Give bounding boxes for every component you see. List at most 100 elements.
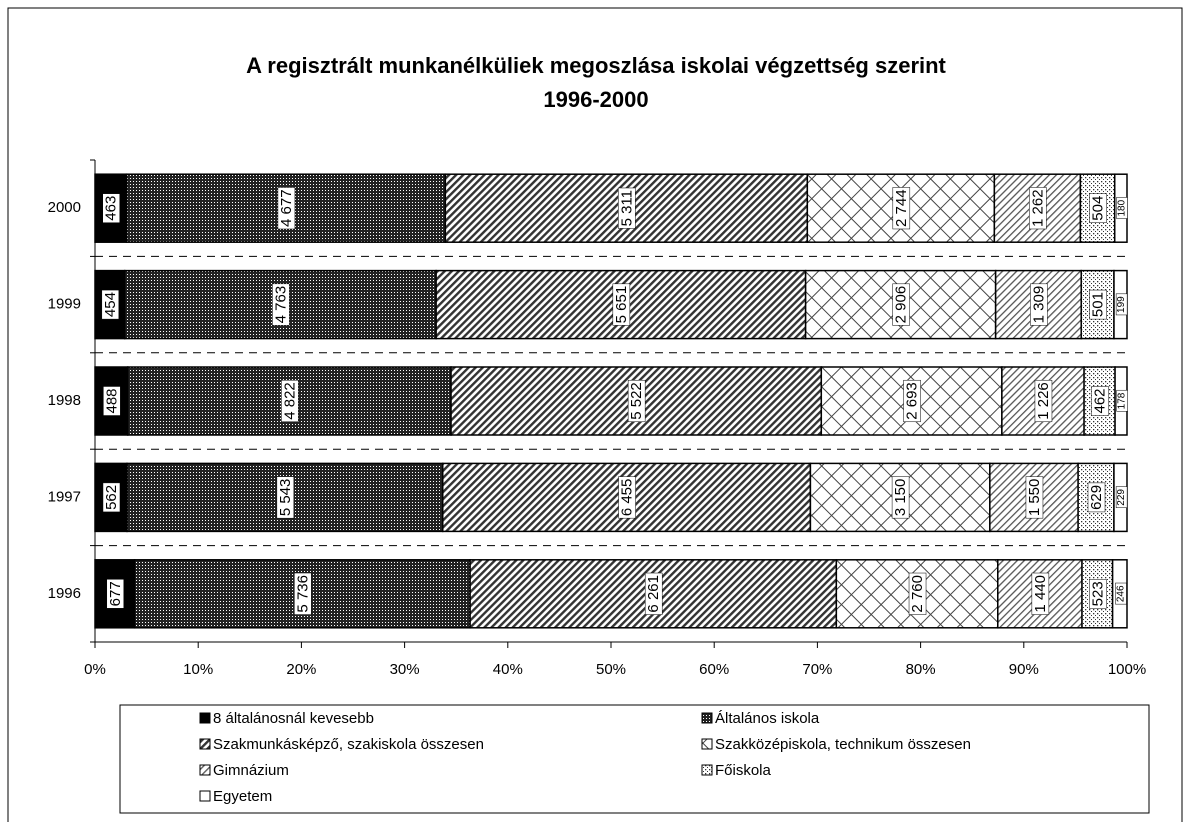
legend-label: Gimnázium xyxy=(213,762,289,779)
legend-box xyxy=(119,704,1150,814)
x-tick-label: 0% xyxy=(84,661,106,678)
data-label-text: 1 440 xyxy=(1032,575,1049,613)
data-label-bg xyxy=(277,187,296,230)
data-label-bg xyxy=(281,379,299,423)
data-label-text: 1 309 xyxy=(1030,286,1047,324)
data-label: 562 xyxy=(102,482,121,513)
data-label: 488 xyxy=(103,386,121,416)
data-label-bg xyxy=(1031,572,1050,615)
data-label: 677 xyxy=(106,579,125,609)
x-tick-label: 60% xyxy=(699,661,729,678)
legend-swatch xyxy=(199,764,211,776)
data-label: 246 xyxy=(1115,582,1127,605)
data-label-text: 5 736 xyxy=(294,575,311,613)
data-label: 5 543 xyxy=(276,476,295,519)
data-label-text: 246 xyxy=(1115,585,1126,602)
legend-label: Főiskola xyxy=(715,762,772,779)
data-label-text: 4 677 xyxy=(278,189,295,227)
data-label-bg xyxy=(627,379,646,423)
data-label-text: 462 xyxy=(1092,388,1109,413)
data-label-text: 6 455 xyxy=(619,479,636,517)
data-label-text: 562 xyxy=(103,485,120,510)
legend-label: Egyetem xyxy=(213,788,272,805)
data-label: 2 744 xyxy=(892,187,911,230)
data-label-bg xyxy=(276,476,295,519)
data-label-bg xyxy=(908,572,927,615)
data-label-bg xyxy=(1034,379,1053,423)
x-tick-label: 40% xyxy=(493,661,523,678)
data-label-bg xyxy=(892,283,910,326)
data-label-text: 3 150 xyxy=(892,479,909,517)
legend-label: Általános iskola xyxy=(715,710,820,727)
data-label-text: 1 226 xyxy=(1035,382,1052,420)
x-tick-label: 70% xyxy=(802,661,832,678)
data-label-text: 629 xyxy=(1088,485,1105,510)
data-label-bg xyxy=(101,289,120,320)
data-label-bg xyxy=(1115,293,1128,316)
data-label: 501 xyxy=(1089,289,1107,320)
data-label-bg xyxy=(618,187,636,229)
data-label-text: 2 906 xyxy=(893,286,910,324)
data-label-text: 5 651 xyxy=(613,286,630,324)
data-label: 4 822 xyxy=(281,379,299,423)
data-label-bg xyxy=(272,283,290,326)
data-label-bg xyxy=(1025,476,1044,519)
data-label: 5 651 xyxy=(612,283,631,326)
data-label-bg xyxy=(891,476,910,519)
x-tick-label: 30% xyxy=(390,661,420,678)
data-label: 1 440 xyxy=(1031,572,1050,615)
x-tick-label: 50% xyxy=(596,661,626,678)
x-tick-label: 10% xyxy=(183,661,213,678)
data-label-text: 2 760 xyxy=(909,575,926,613)
data-label-bg xyxy=(102,193,120,223)
legend-swatch xyxy=(199,738,211,750)
data-label: 629 xyxy=(1087,482,1106,513)
data-label-text: 178 xyxy=(1117,392,1128,409)
data-label: 1 262 xyxy=(1029,187,1047,230)
data-label-text: 488 xyxy=(103,388,120,413)
data-label-bg xyxy=(1089,289,1107,320)
x-tick-label: 20% xyxy=(286,661,316,678)
legend-label: 8 általánosnál kevesebb xyxy=(213,710,374,727)
data-label: 4 677 xyxy=(277,187,296,230)
data-label: 462 xyxy=(1091,386,1109,416)
data-label-text: 2 744 xyxy=(893,189,910,227)
legend-swatch xyxy=(701,712,713,724)
data-label-bg xyxy=(1089,579,1107,609)
data-label-bg xyxy=(1116,197,1128,219)
data-label: 199 xyxy=(1115,293,1128,316)
data-label: 504 xyxy=(1089,193,1107,223)
data-label: 2 906 xyxy=(892,283,910,326)
data-label-bg xyxy=(618,476,636,519)
y-tick-label: 1999 xyxy=(48,296,81,313)
data-label: 3 150 xyxy=(891,476,910,519)
data-label-bg xyxy=(1089,193,1107,223)
data-label-text: 2 693 xyxy=(904,382,921,420)
data-label-bg xyxy=(1087,482,1106,513)
data-label-bg xyxy=(644,572,663,615)
data-label: 6 455 xyxy=(618,476,636,519)
data-label: 5 736 xyxy=(294,572,312,615)
data-label: 1 550 xyxy=(1025,476,1044,519)
data-label-text: 5 311 xyxy=(618,190,635,226)
chart-subtitle: 1996-2000 xyxy=(543,87,648,112)
data-label-text: 5 543 xyxy=(277,479,294,517)
y-tick-label: 1996 xyxy=(48,585,81,602)
data-label-text: 229 xyxy=(1116,489,1127,506)
data-label-bg xyxy=(892,187,911,230)
data-label-bg xyxy=(1115,582,1127,605)
data-label-text: 463 xyxy=(103,196,120,221)
data-label-text: 6 261 xyxy=(645,575,662,613)
legend-label: Szakközépiskola, technikum összesen xyxy=(715,736,971,753)
chart-title: A regisztrált munkanélküliek megoszlása … xyxy=(246,53,946,78)
data-label: 5 522 xyxy=(627,379,646,423)
data-label: 5 311 xyxy=(618,187,636,229)
x-tick-label: 80% xyxy=(906,661,936,678)
data-label-text: 523 xyxy=(1089,581,1106,606)
legend-swatch xyxy=(199,790,211,802)
data-label: 1 226 xyxy=(1034,379,1053,423)
data-label-bg xyxy=(106,579,125,609)
data-label-text: 677 xyxy=(107,581,124,606)
legend-label: Szakmunkásképző, szakiskola összesen xyxy=(213,736,484,753)
